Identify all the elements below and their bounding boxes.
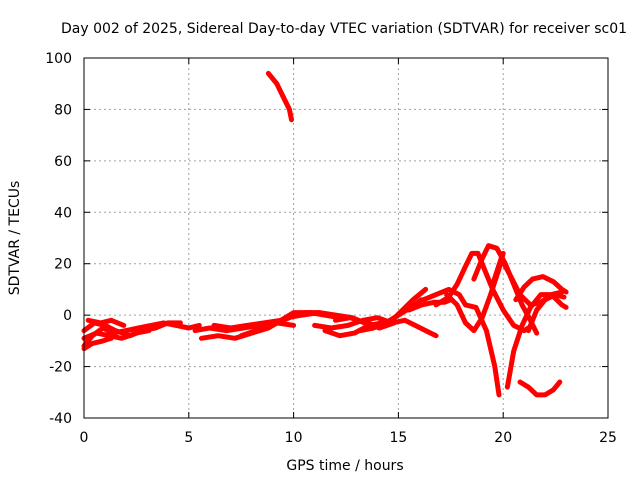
data-series — [81, 70, 569, 398]
x-tick-label: 25 — [599, 430, 617, 446]
y-axis-label: SDTVAR / TECUs — [7, 181, 23, 296]
plot-frame — [83, 57, 609, 419]
series-line-arc-z — [525, 292, 567, 334]
series-line-arc-h — [211, 317, 284, 331]
series-line-arc-w — [504, 292, 569, 390]
series-line-arc-y — [517, 379, 563, 398]
series-line-arc-q — [406, 297, 454, 313]
series-line-arc-high — [265, 70, 294, 123]
series-line-arc-x — [513, 274, 569, 303]
x-tick-label: 15 — [389, 430, 407, 446]
y-tick-label: -20 — [49, 360, 72, 376]
x-tick-label: 20 — [494, 430, 512, 446]
series-line-arc-a — [81, 320, 202, 349]
chart-title: Day 002 of 2025, Sidereal Day-to-day VTE… — [61, 21, 627, 37]
y-tick-label: 100 — [45, 51, 72, 67]
y-tick-label: 20 — [54, 257, 72, 273]
y-tick-label: 0 — [63, 308, 72, 324]
y-tick-label: -40 — [49, 411, 72, 427]
series-line-arc-o — [379, 286, 429, 328]
x-axis-ticks: 0 5 10 15 20 25 — [80, 58, 617, 446]
x-tick-label: 0 — [80, 430, 89, 446]
x-axis-label: GPS time / hours — [286, 458, 403, 474]
y-tick-label: 60 — [54, 154, 72, 170]
grid-lines — [84, 58, 608, 418]
x-tick-label: 10 — [285, 430, 303, 446]
series-line-arc-c — [81, 328, 152, 341]
y-tick-label: 80 — [54, 102, 72, 118]
y-axis-ticks: -40 -20 0 20 40 60 80 100 — [45, 51, 608, 427]
series-line-arc-p — [402, 317, 439, 339]
series-line-arc-r — [421, 286, 502, 398]
x-tick-label: 5 — [184, 430, 193, 446]
series-line-arc-d — [81, 335, 114, 352]
series-line-arc-e — [85, 317, 127, 328]
y-tick-label: 40 — [54, 205, 72, 221]
